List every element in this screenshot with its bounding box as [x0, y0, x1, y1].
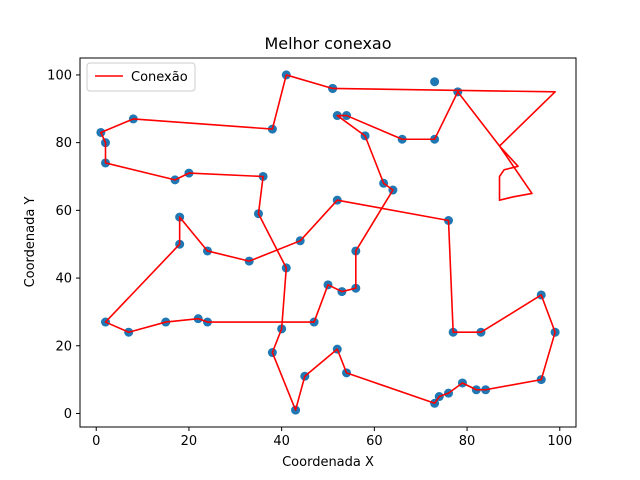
- axis-ticks: 0 20 40 60 80 100 0 20 40 60 80 100: [47, 68, 572, 449]
- x-axis-label: Coordenada X: [282, 455, 374, 470]
- legend-box: [86, 62, 196, 92]
- y-tick-label: 40: [55, 272, 72, 287]
- x-tick-label: 60: [366, 434, 383, 449]
- y-tick-label: 100: [47, 68, 72, 83]
- x-tick-label: 0: [92, 434, 100, 449]
- x-tick-label: 40: [273, 434, 290, 449]
- y-tick-label: 60: [55, 204, 72, 219]
- x-tick-label: 80: [459, 434, 476, 449]
- y-tick-label: 20: [55, 339, 72, 354]
- y-tick-label: 80: [55, 136, 72, 151]
- legend: Conexão: [86, 62, 196, 92]
- chart-title: Melhor conexao: [264, 34, 391, 53]
- legend-entry: Conexão: [131, 70, 188, 85]
- axes-frame: [79, 57, 577, 428]
- y-tick-label: 0: [64, 407, 72, 422]
- x-tick-label: 20: [181, 434, 198, 449]
- plot-marks: [96, 70, 560, 415]
- connection-line: [100, 74, 556, 411]
- x-tick-label: 100: [547, 434, 572, 449]
- y-axis-label: Coordenada Y: [23, 197, 38, 288]
- data-point: [430, 77, 440, 87]
